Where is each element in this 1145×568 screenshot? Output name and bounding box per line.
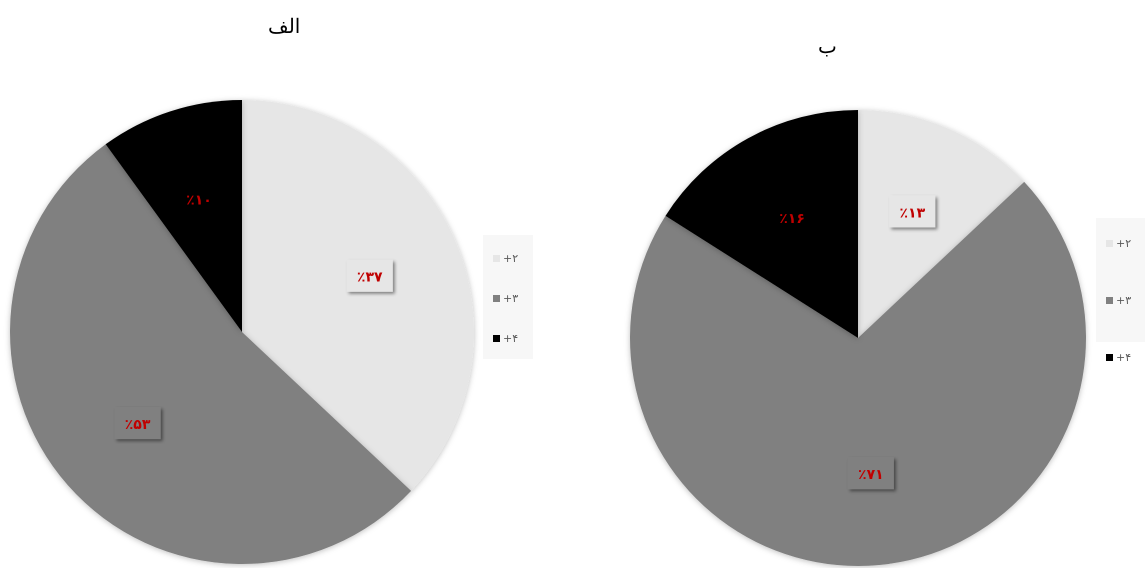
legend-item: +۴ xyxy=(493,331,518,345)
pie-slice xyxy=(105,100,242,332)
legend-item: +۴ xyxy=(1106,350,1131,364)
chart-b-legend: +۲ +۳ +۴ xyxy=(1096,218,1145,364)
pie-chart-b: ٪۱۳ ٪۷۱ ٪۱۶ xyxy=(630,109,1087,567)
legend-label: +۳ xyxy=(1116,293,1132,307)
pie-slice xyxy=(665,109,858,338)
data-label-box xyxy=(346,259,393,292)
legend-label: +۳ xyxy=(503,291,519,305)
legend-label: +۲ xyxy=(503,251,519,265)
data-label-box xyxy=(114,407,161,440)
legend-item: +۳ xyxy=(1106,293,1131,307)
data-label-box xyxy=(889,195,936,228)
data-label: ٪۱۰ xyxy=(175,182,222,215)
data-label-text: ٪۳۷ xyxy=(357,270,383,286)
data-label-box xyxy=(769,201,816,234)
legend-swatch xyxy=(493,334,500,342)
data-label: ٪۷۱ xyxy=(847,457,894,490)
chart-a-legend: +۲ +۳ +۴ xyxy=(483,235,533,359)
pie-slice xyxy=(630,181,1087,567)
legend-swatch xyxy=(1106,239,1113,247)
legend-label: +۴ xyxy=(503,331,519,345)
data-label-text: ٪۱۰ xyxy=(186,193,212,209)
pie-slice xyxy=(242,100,474,491)
pie-chart-a: ٪۳۷ ٪۵۳ ٪۱۰ xyxy=(10,100,474,565)
legend-swatch xyxy=(1106,296,1113,304)
legend-swatch xyxy=(1106,353,1113,361)
legend-item: +۲ xyxy=(1106,236,1131,250)
data-label: ٪۱۶ xyxy=(769,201,816,234)
data-label-box xyxy=(847,457,894,490)
legend-label: +۲ xyxy=(1116,236,1132,250)
legend-label: +۴ xyxy=(1116,350,1132,364)
data-label-text: ٪۵۳ xyxy=(125,417,151,433)
pie-slice xyxy=(858,110,1025,338)
legend-item: +۲ xyxy=(493,251,518,265)
data-label-box xyxy=(175,182,222,215)
data-label: ٪۳۷ xyxy=(346,259,393,292)
data-label-text: ٪۱۳ xyxy=(900,205,926,221)
chart-b-title: ب xyxy=(818,34,837,58)
data-label-text: ٪۷۱ xyxy=(858,467,884,483)
legend-swatch xyxy=(493,294,500,302)
data-label: ٪۵۳ xyxy=(114,407,161,440)
pie-slice xyxy=(10,144,412,565)
legend-item: +۳ xyxy=(493,291,518,305)
legend-swatch xyxy=(493,254,500,262)
data-label: ٪۱۳ xyxy=(889,195,936,228)
chart-a-title: الف xyxy=(268,14,301,38)
data-label-text: ٪۱۶ xyxy=(779,211,805,227)
